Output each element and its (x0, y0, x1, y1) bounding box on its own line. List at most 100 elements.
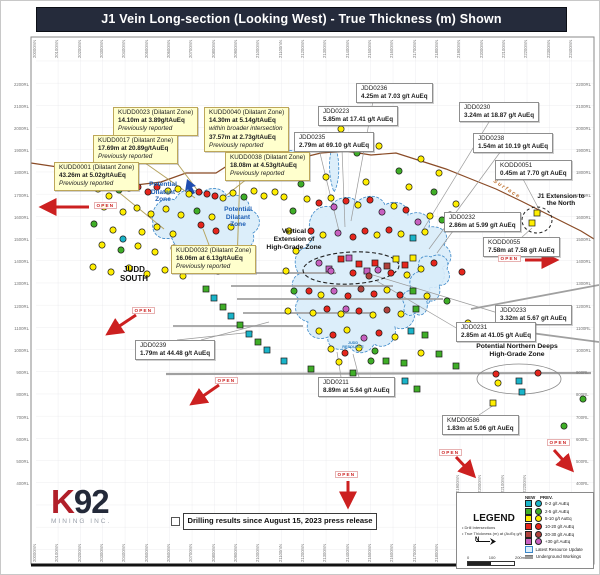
axis-label-rl-right: 1900RL (576, 148, 592, 154)
drill-intersection (323, 305, 331, 313)
drill-intersection (119, 235, 127, 243)
axis-label-rl-right: 500RL (576, 458, 589, 464)
drill-intersection (219, 303, 227, 311)
axis-label-northing-bottom: 21300mN (322, 543, 328, 562)
drill-intersection (109, 226, 117, 234)
north-arrow-icon (476, 538, 496, 545)
drill-intersection (285, 227, 293, 235)
axis-label-northing-top: 20300mN (98, 39, 104, 58)
scale-0: 0 (467, 555, 470, 560)
axis-label-northing-top: 22000mN (478, 39, 484, 58)
drill-intersection (337, 255, 345, 263)
axis-label-northing-bottom: 20600mN (165, 543, 171, 562)
axis-label-northing-bottom: 20100mN (54, 543, 60, 562)
drill-intersection (297, 180, 305, 188)
drill-points (89, 125, 587, 430)
axis-label-northing-bottom: 20200mN (76, 543, 82, 562)
axis-label-rl-right: 1300RL (576, 281, 592, 287)
callout-JDD0223: JDD0223 5.85m at 17.41 g/t AuEq (318, 106, 399, 127)
drill-intersection (361, 227, 369, 235)
drill-intersection (357, 285, 365, 293)
scale-200: 200m (514, 555, 525, 560)
drill-intersection (371, 259, 379, 267)
open-label: OPEN (215, 377, 238, 384)
callout-JDD0232: JDD0232 2.86m at 5.99 g/t AuEq (444, 212, 521, 233)
drill-intersection (134, 242, 142, 250)
axis-label-rl-right: 700RL (576, 414, 589, 420)
zone-label: JUDD SOUTH (120, 265, 148, 284)
drill-intersection (335, 358, 343, 366)
drill-intersection (337, 310, 345, 318)
drill-intersection (397, 310, 405, 318)
axis-label-rl-left: 1300RL (13, 281, 29, 287)
axis-label-northing-top: 21400mN (344, 39, 350, 58)
axis-label-northing-top: 21200mN (299, 39, 305, 58)
drill-intersection (177, 211, 185, 219)
drill-intersection (423, 292, 431, 300)
axis-label-rl-left: 1100RL (14, 325, 29, 331)
drill-intersection (303, 195, 311, 203)
legend-new-swatch (525, 530, 532, 538)
drill-intersection (417, 155, 425, 163)
legend-prev-swatch (535, 530, 542, 538)
drill-intersection (195, 188, 203, 196)
drill-intersection (240, 193, 248, 201)
axis-label-northing-bottom: 20500mN (143, 543, 149, 562)
legend-grade-label: +30 g/t AuEq (545, 539, 571, 545)
legend: LEGEND • Drill Intersections • True Thic… (456, 492, 594, 569)
drill-intersection (452, 362, 460, 370)
drill-intersection (375, 142, 383, 150)
drill-intersection (371, 347, 379, 355)
north-label: N (475, 537, 480, 543)
drill-intersection (315, 327, 323, 335)
axis-label-rl-left: 1900RL (13, 148, 29, 154)
axis-label-rl-left: 1400RL (13, 259, 29, 265)
drill-intersection (396, 291, 404, 299)
drill-intersection (107, 268, 115, 276)
drill-intersection (354, 201, 362, 209)
legend-grade-row: 2-5 g/t AuEq (525, 507, 583, 516)
drill-intersection (210, 294, 218, 302)
axis-label-rl-right: 1100RL (576, 325, 591, 331)
legend-new-swatch (525, 507, 532, 515)
drill-intersection (405, 183, 413, 191)
drill-intersection (342, 305, 350, 313)
note-checkbox[interactable] (171, 517, 180, 526)
legend-new-swatch (525, 538, 532, 546)
drill-intersection (395, 167, 403, 175)
callout-KODD0055: KODD0055 7.58m at 7.58 g/t AuEq (483, 237, 560, 258)
drill-intersection (117, 246, 125, 254)
axis-label-northing-bottom: 21100mN (277, 544, 283, 562)
axis-label-northing-inset: 22100mN (499, 474, 505, 493)
drill-intersection (343, 326, 351, 334)
axis-label-northing-bottom: 21600mN (389, 543, 395, 562)
workings-swatch (525, 555, 533, 559)
axis-label-rl-left: 1200RL (13, 303, 29, 309)
drill-intersection (254, 338, 262, 346)
axis-label-northing-top: 20700mN (188, 39, 194, 58)
axis-label-rl-right: 1200RL (576, 303, 592, 309)
drill-intersection (162, 205, 170, 213)
drill-intersection (349, 269, 357, 277)
drill-intersection (329, 331, 337, 339)
axis-label-northing-top: 22400mN (567, 39, 573, 58)
drill-intersection (319, 231, 327, 239)
drill-intersection (367, 357, 375, 365)
drill-intersection (125, 264, 133, 272)
drill-intersection (105, 192, 113, 200)
legend-col-new: NEW (525, 495, 536, 500)
drill-intersection (203, 190, 211, 198)
callout-KODD0051: KODD0051 0.45m at 7.70 g/t AuEq (495, 160, 572, 181)
axis-label-rl-left: 1800RL (13, 170, 29, 176)
axis-label-northing-bottom: 20900mN (232, 543, 238, 562)
drill-intersection (315, 259, 323, 267)
drill-intersection (280, 193, 288, 201)
drill-intersection (202, 285, 210, 293)
drill-intersection (89, 263, 97, 271)
drill-intersection (193, 207, 201, 215)
legend-grade-row: 10-20 g/t AuEq (525, 523, 583, 531)
drill-intersection (197, 221, 205, 229)
drill-intersection (413, 385, 421, 393)
scale-100: 100 (488, 555, 496, 560)
drill-intersection (355, 260, 363, 268)
